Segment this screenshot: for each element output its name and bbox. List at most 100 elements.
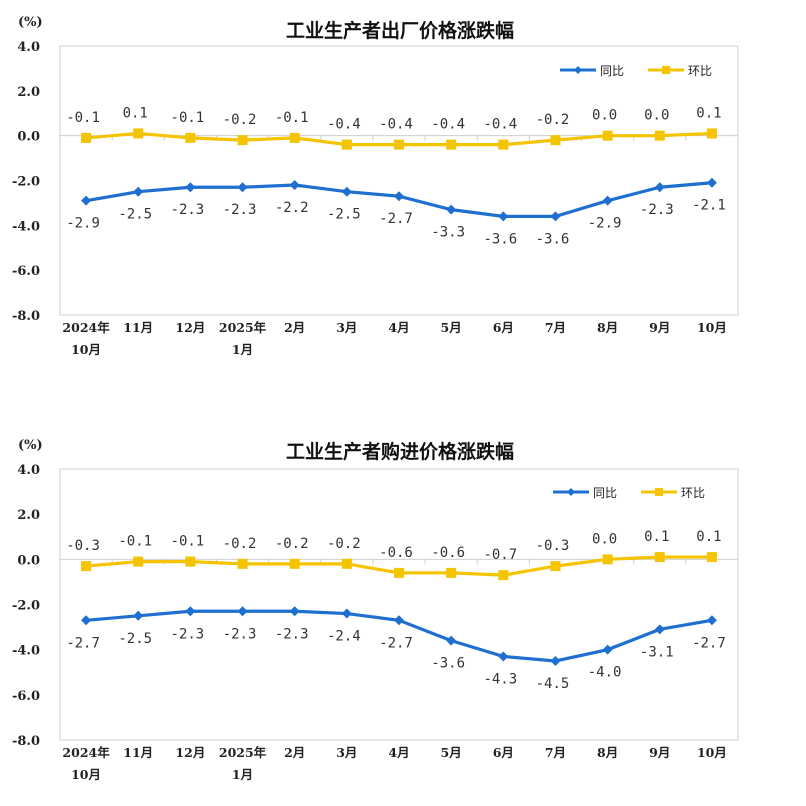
data-point-diamond bbox=[289, 179, 300, 190]
data-label: -0.3 bbox=[66, 538, 100, 554]
data-label: -2.3 bbox=[640, 202, 674, 218]
data-label: -2.7 bbox=[692, 635, 726, 651]
data-point-square bbox=[654, 130, 665, 141]
data-point-square bbox=[446, 567, 457, 578]
y-tick-label: -4.0 bbox=[12, 644, 40, 659]
x-tick-label: 11月 bbox=[123, 320, 153, 335]
data-label: 0.1 bbox=[696, 529, 721, 545]
legend-marker-square bbox=[662, 66, 670, 74]
x-tick-label: 3月 bbox=[336, 320, 357, 335]
data-point-diamond bbox=[706, 615, 717, 626]
x-tick-label: 10月 bbox=[697, 745, 727, 760]
data-point-diamond bbox=[237, 182, 248, 193]
y-tick-label: -2.0 bbox=[12, 599, 40, 614]
x-tick-label: 10月 bbox=[71, 342, 101, 357]
data-point-square bbox=[341, 558, 352, 569]
data-point-square bbox=[706, 552, 717, 563]
data-label: -2.5 bbox=[327, 207, 361, 223]
data-label: -2.3 bbox=[171, 202, 205, 218]
data-label: -0.4 bbox=[327, 117, 361, 133]
x-tick-label: 6月 bbox=[493, 320, 514, 335]
data-label: -0.3 bbox=[536, 538, 570, 554]
data-label: -0.4 bbox=[379, 117, 413, 133]
data-point-diamond bbox=[341, 186, 352, 197]
y-tick-label: 4.0 bbox=[17, 40, 40, 55]
data-label: -2.3 bbox=[223, 202, 257, 218]
legend-marker-diamond bbox=[574, 66, 582, 74]
data-point-square bbox=[289, 558, 300, 569]
x-tick-label: 2024年 bbox=[62, 320, 110, 335]
data-point-square bbox=[602, 130, 613, 141]
data-label: -2.2 bbox=[275, 200, 309, 216]
x-tick-label: 10月 bbox=[697, 320, 727, 335]
data-point-diamond bbox=[446, 204, 457, 215]
data-label: -4.0 bbox=[588, 665, 622, 681]
y-tick-label: -8.0 bbox=[12, 734, 40, 749]
data-label: -0.1 bbox=[275, 110, 309, 126]
data-point-square bbox=[185, 132, 196, 143]
legend-label: 环比 bbox=[688, 64, 712, 78]
x-tick-label: 1月 bbox=[232, 767, 253, 782]
x-tick-label: 7月 bbox=[545, 745, 566, 760]
data-label: -2.7 bbox=[379, 635, 413, 651]
y-tick-label: -6.0 bbox=[12, 264, 40, 279]
data-label: 0.0 bbox=[644, 108, 669, 124]
data-point-diamond bbox=[446, 635, 457, 646]
data-point-diamond bbox=[133, 186, 144, 197]
data-point-diamond bbox=[498, 651, 509, 662]
data-label: -3.3 bbox=[431, 225, 465, 241]
x-tick-label: 10月 bbox=[71, 767, 101, 782]
y-axis-unit: (%) bbox=[18, 15, 43, 30]
x-tick-label: 9月 bbox=[649, 320, 670, 335]
data-label: -0.4 bbox=[431, 117, 465, 133]
data-point-diamond bbox=[81, 195, 92, 206]
data-point-diamond bbox=[289, 606, 300, 617]
data-label: 0.0 bbox=[592, 108, 617, 124]
data-label: -3.6 bbox=[431, 656, 465, 672]
data-label: -2.3 bbox=[275, 626, 309, 642]
data-point-square bbox=[602, 554, 613, 565]
data-label: -0.1 bbox=[171, 534, 205, 550]
data-point-square bbox=[289, 132, 300, 143]
data-point-diamond bbox=[654, 182, 665, 193]
data-label: -0.6 bbox=[379, 545, 413, 561]
data-point-diamond bbox=[394, 615, 404, 626]
x-tick-label: 2025年 bbox=[219, 745, 267, 760]
data-label: -0.2 bbox=[223, 536, 257, 552]
data-point-diamond bbox=[498, 211, 509, 222]
data-point-square bbox=[341, 139, 352, 150]
y-tick-label: -6.0 bbox=[12, 689, 40, 704]
y-tick-label: 2.0 bbox=[17, 508, 40, 523]
x-tick-label: 12月 bbox=[175, 745, 205, 760]
legend-label: 同比 bbox=[593, 486, 617, 500]
data-point-diamond bbox=[185, 606, 196, 617]
y-tick-label: 0.0 bbox=[17, 130, 40, 145]
y-tick-label: -8.0 bbox=[12, 309, 40, 324]
legend-marker-square bbox=[655, 488, 663, 496]
data-point-diamond bbox=[706, 177, 717, 188]
chart-title: 工业生产者出厂价格涨跌幅 bbox=[286, 19, 514, 42]
x-tick-label: 11月 bbox=[123, 745, 153, 760]
x-tick-label: 2025年 bbox=[219, 320, 267, 335]
data-label: -0.7 bbox=[483, 547, 517, 563]
data-point-diamond bbox=[550, 211, 561, 222]
data-label: -0.2 bbox=[327, 536, 361, 552]
x-tick-label: 9月 bbox=[649, 745, 670, 760]
legend-marker-diamond bbox=[567, 488, 575, 496]
data-label: -3.1 bbox=[640, 644, 674, 660]
data-point-diamond bbox=[341, 608, 352, 619]
x-tick-label: 2月 bbox=[284, 320, 305, 335]
data-label: -0.1 bbox=[171, 110, 205, 126]
data-label: 0.0 bbox=[592, 531, 617, 547]
data-label: -0.2 bbox=[275, 536, 309, 552]
data-label: -2.3 bbox=[171, 626, 205, 642]
data-label: -3.6 bbox=[536, 231, 570, 247]
data-point-square bbox=[237, 558, 248, 569]
legend-label: 同比 bbox=[600, 64, 624, 78]
data-point-diamond bbox=[185, 182, 196, 193]
data-point-square bbox=[133, 556, 144, 567]
data-point-square bbox=[237, 135, 248, 146]
chart-ppi-purchase: 工业生产者购进价格涨跌幅 (%) 4.0 2.0 0.0 -2.0 -4.0 -6.0 -8.0… bbox=[12, 438, 739, 782]
data-label: -0.4 bbox=[483, 117, 517, 133]
data-label: 0.1 bbox=[123, 105, 148, 121]
